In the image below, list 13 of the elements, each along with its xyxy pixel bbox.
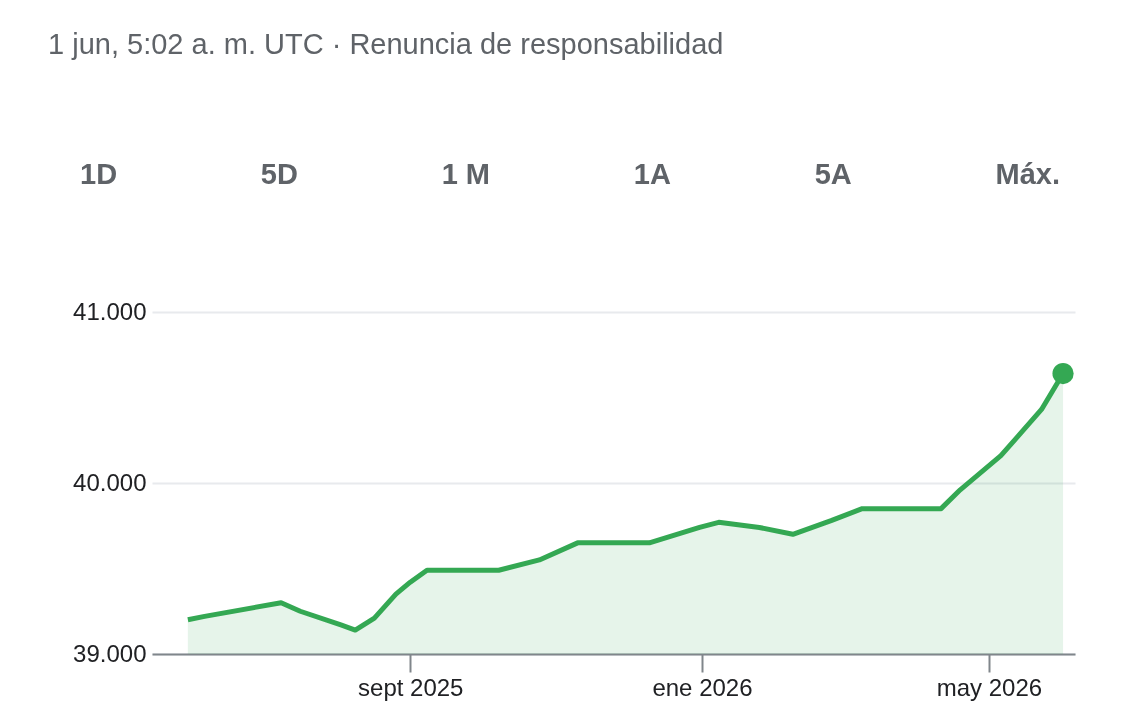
x-tick-label: may 2026 [936,673,1043,701]
text: 1A [632,157,672,192]
x-tick-label: sept 2025 [358,673,464,701]
chart-subtitle: 1 jun, 5:02 a. m. UTC · Renuncia de responsabilidad [48,28,724,61]
y-tick-label: 40.000 [73,468,147,496]
x-tick-label: ene 2026 [652,673,753,701]
y-tick-label: 39.000 [73,639,147,667]
text: 5A [813,157,853,192]
text: 1D [79,157,119,192]
text: 5D [259,157,299,192]
y-tick-label: 41.000 [73,297,147,325]
text: Máx. [994,157,1061,192]
text: 1 M [440,157,492,192]
